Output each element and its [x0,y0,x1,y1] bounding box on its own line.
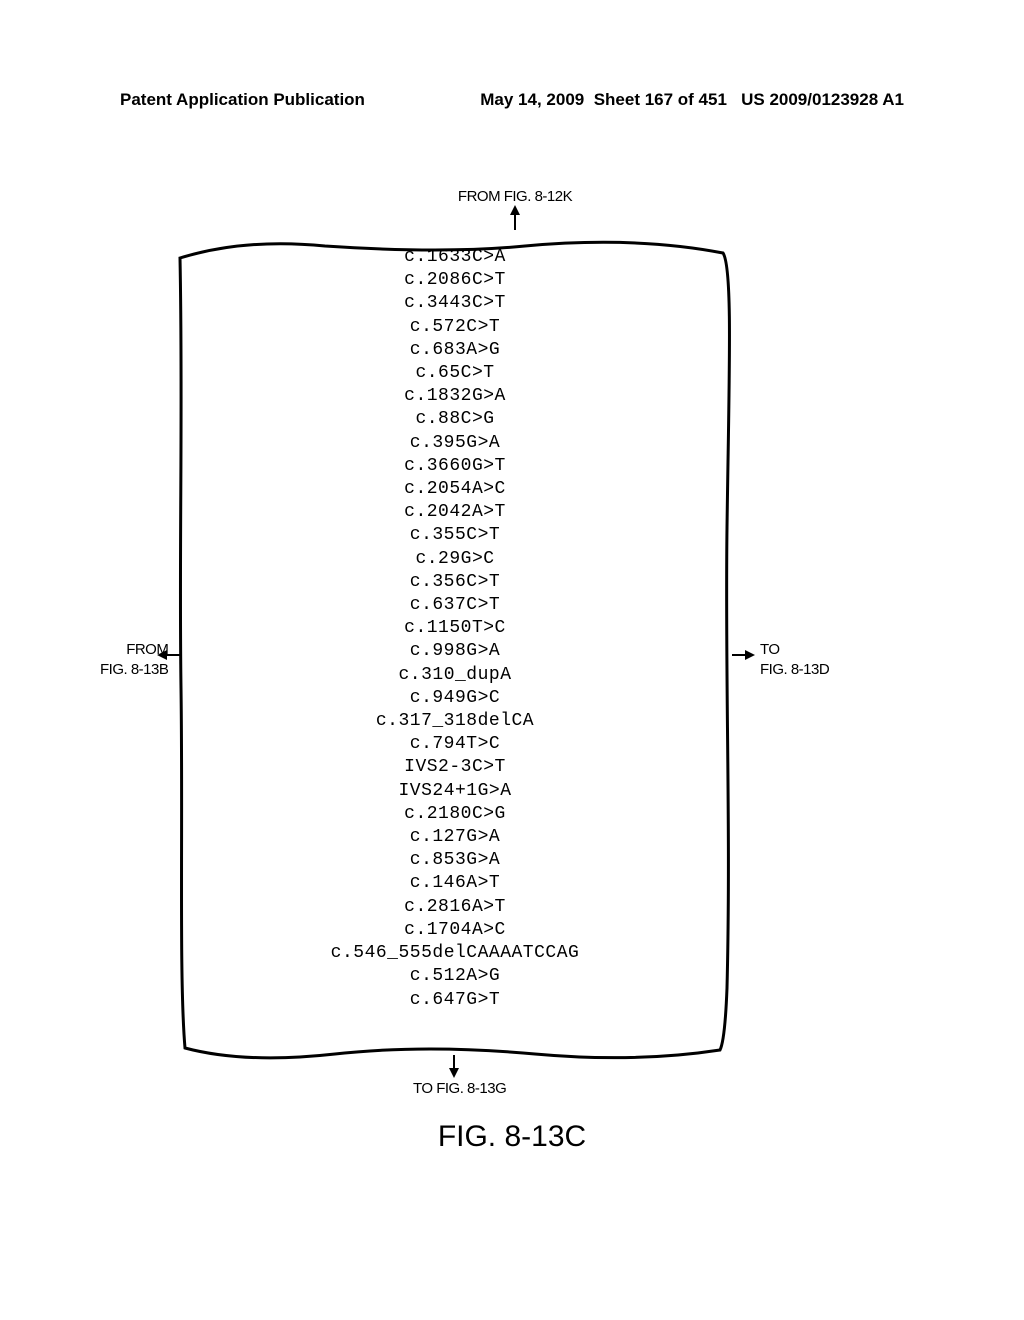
ref-right-line2: FIG. 8-13D [760,661,829,678]
header-date: May 14, 2009 [480,90,584,109]
mutation-item: c.998G>A [165,640,745,663]
mutation-item: c.2816A>T [165,896,745,919]
mutation-item: c.1832G>A [165,385,745,408]
mutation-list: c.1633C>Ac.2086C>Tc.3443C>Tc.572C>Tc.683… [165,246,745,1012]
figure-panel: FROM FIG. 8-12K c.1633C>Ac.2086C>Tc.3443… [165,200,865,1080]
mutation-item: c.683A>G [165,339,745,362]
ref-top-label: FROM FIG. 8-12K [458,188,572,205]
mutation-item: IVS2-3C>T [165,756,745,779]
mutation-item: c.1633C>A [165,246,745,269]
mutation-item: c.146A>T [165,872,745,895]
figure-caption: FIG. 8-13C [438,1120,586,1154]
arrow-right-icon [745,650,755,660]
mutation-item: c.637C>T [165,594,745,617]
mutation-item: c.2086C>T [165,269,745,292]
mutation-item: c.88C>G [165,408,745,431]
arrow-down-stem [453,1055,455,1069]
ref-left-line2: FIG. 8-13B [100,661,168,678]
mutation-item: c.3443C>T [165,292,745,315]
mutation-item: c.1150T>C [165,617,745,640]
header-sheet: Sheet 167 of 451 [594,90,727,109]
mutation-item: c.572C>T [165,316,745,339]
header-publication: Patent Application Publication [120,90,365,110]
mutation-item: c.3660G>T [165,455,745,478]
mutation-item: c.2042A>T [165,501,745,524]
header-pubno: US 2009/0123928 A1 [741,90,904,109]
mutation-item: c.356C>T [165,571,745,594]
mutation-item: c.853G>A [165,849,745,872]
mutation-item: c.29G>C [165,548,745,571]
mutation-item: IVS24+1G>A [165,780,745,803]
mutation-item: c.1704A>C [165,919,745,942]
arrow-down-icon [449,1068,459,1078]
mutation-item: c.512A>G [165,965,745,988]
mutation-item: c.546_555delCAAAATCCAG [165,942,745,965]
mutation-item: c.355C>T [165,524,745,547]
ref-right-label: TO FIG. 8-13D [760,640,829,680]
mutation-item: c.65C>T [165,362,745,385]
header-right: May 14, 2009 Sheet 167 of 451 US 2009/01… [480,90,904,110]
mutation-item: c.949G>C [165,687,745,710]
ref-left-label: FROM FIG. 8-13B [100,640,168,680]
mutation-item: c.395G>A [165,432,745,455]
arrow-right-stem [732,654,746,656]
ref-bottom-label: TO FIG. 8-13G [413,1080,506,1097]
arrow-left-stem [166,654,180,656]
mutation-item: c.794T>C [165,733,745,756]
mutation-item: c.127G>A [165,826,745,849]
mutation-item: c.2054A>C [165,478,745,501]
ref-right-line1: TO [760,641,780,658]
mutation-item: c.310_dupA [165,664,745,687]
mutation-item: c.2180C>G [165,803,745,826]
mutation-item: c.647G>T [165,989,745,1012]
mutation-item: c.317_318delCA [165,710,745,733]
